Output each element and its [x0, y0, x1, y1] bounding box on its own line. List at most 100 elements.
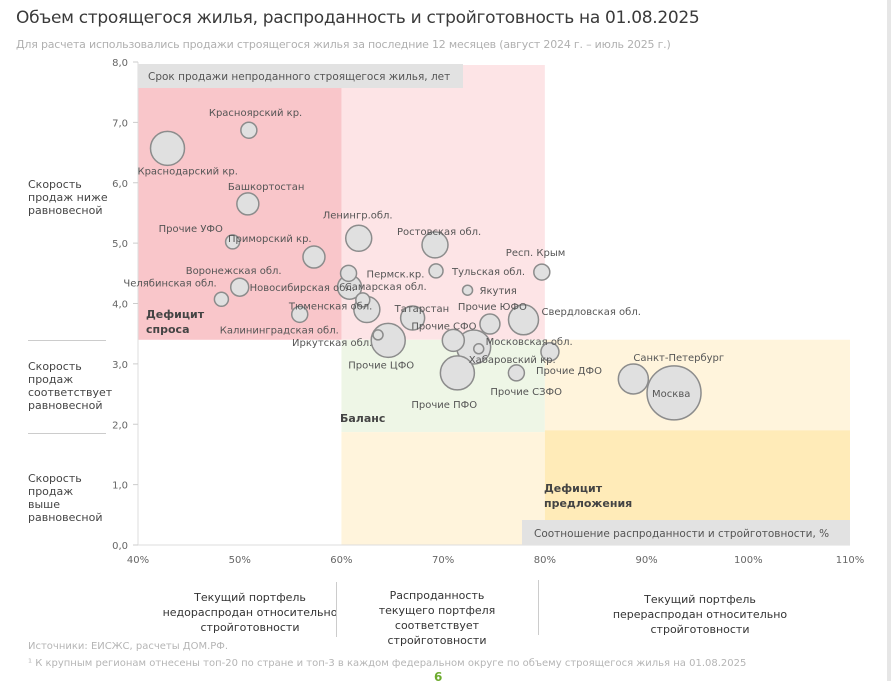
bubble-point — [533, 263, 551, 281]
bubble-label: Прочие ЮФО — [458, 302, 527, 313]
zone-label: Баланс — [340, 412, 385, 425]
bubble-point — [290, 305, 309, 324]
bubble-point — [372, 329, 384, 341]
bubble-point — [213, 291, 230, 308]
y-tick-label: 5,0 — [112, 239, 128, 250]
bubble-label: Новосибирская обл. — [250, 283, 355, 294]
y-tick-label: 2,0 — [112, 420, 128, 431]
x-tick-label: 100% — [734, 555, 763, 566]
bubble-point — [240, 121, 258, 139]
bubble-label: Прочие ПФО — [411, 400, 477, 411]
bubble-point — [339, 264, 358, 283]
y-axis-title: Срок продажи непроданного строящегося жи… — [148, 71, 450, 83]
bubble-label: Прочие ЦФО — [348, 360, 414, 371]
bubble-label: Москва — [652, 389, 690, 400]
bubble-label: Краснодарский кр. — [137, 166, 237, 177]
bubble-label: Ленингр.обл. — [323, 210, 393, 221]
bubble-label: Приморский кр. — [228, 234, 312, 245]
bubble-point — [472, 343, 485, 355]
bubble-label: Свердловская обл. — [541, 307, 640, 318]
x-zone-label-balance: Распроданность текущего портфеля соответ… — [378, 589, 496, 647]
bubble-point — [439, 355, 476, 391]
bubble-point — [461, 284, 474, 296]
bubble-point — [617, 363, 650, 395]
zone-rect — [341, 339, 545, 433]
x-zone-label-under: Текущий портфель недораспродан относител… — [162, 591, 338, 634]
bubble-label: Челябинская обл. — [123, 278, 216, 289]
bubble-label: Пермск.кр. — [367, 269, 425, 280]
bubble-label: Прочие СЗФО — [490, 387, 562, 398]
bubble-point — [441, 328, 466, 353]
x-tick-label: 70% — [432, 555, 454, 566]
bubble-label: Воронежская обл. — [186, 266, 282, 277]
y-tick-label: 0,0 — [112, 541, 128, 552]
bubble-point — [229, 277, 250, 297]
bubble-point — [355, 292, 371, 308]
y-tick-label: 6,0 — [112, 179, 128, 190]
bubble-label: Респ. Крым — [506, 248, 565, 259]
x-zone-label-over: Текущий портфель перераспродан относител… — [612, 593, 788, 636]
x-axis-title: Соотношение распроданности и стройготовн… — [534, 528, 829, 540]
y-tick-label: 7,0 — [112, 118, 128, 129]
x-tick-label: 40% — [127, 555, 149, 566]
bubble-point — [224, 234, 241, 250]
y-zone-label-equal: Скорость продаж соответствует равновесно… — [28, 360, 113, 412]
bubble-point — [646, 365, 702, 421]
bubble-label: Башкортостан — [228, 182, 305, 193]
x-zone-separator — [538, 580, 539, 635]
bubble-label: Хабаровский кр. — [469, 355, 556, 366]
y-tick-label: 4,0 — [112, 300, 128, 311]
bubble-label: Калининградская обл. — [220, 325, 339, 336]
x-tick-label: 60% — [330, 555, 352, 566]
x-tick-label: 80% — [534, 555, 556, 566]
bubble-point — [149, 130, 186, 167]
x-axis-title-box — [522, 520, 850, 545]
page-subtitle: Для расчета использовались продажи строя… — [16, 38, 671, 51]
zone-rect — [138, 86, 342, 340]
bubble-point — [399, 305, 426, 331]
bubble-point — [507, 304, 540, 336]
bubble-point — [302, 245, 326, 269]
page-title: Объем строящегося жилья, распроданность … — [16, 8, 700, 28]
bubble-point — [428, 263, 444, 279]
bubble-label: Санкт-Петербург — [633, 353, 724, 364]
y-zone-label-below: Скорость продаж ниже равновесной — [28, 178, 108, 217]
bubble-label: Московская обл. — [486, 337, 573, 348]
bubble-label: Якутия — [480, 286, 517, 297]
bubble-label: Иркутская обл. — [292, 338, 372, 349]
x-tick-label: 90% — [635, 555, 657, 566]
zone-label: Дефицит — [146, 308, 205, 321]
bubble-label: Самарская обл. — [345, 282, 427, 293]
bubble-label: Прочие СФО — [411, 321, 476, 332]
footnote: ¹ К крупным регионам отнесены топ-20 по … — [28, 658, 747, 669]
x-zone-separator — [336, 582, 337, 637]
bubble-point — [421, 231, 449, 259]
zone-label: предложения — [544, 497, 632, 510]
y-zone-separator — [28, 433, 106, 434]
bubble-point — [344, 224, 373, 253]
bubble-point — [236, 192, 260, 216]
y-zone-label-above: Скорость продаж выше равновесной — [28, 472, 103, 524]
y-zone-separator — [28, 340, 106, 341]
x-tick-label: 50% — [229, 555, 251, 566]
bubble-label: Прочие ДФО — [536, 366, 602, 377]
bubble-label: Татарстан — [394, 304, 450, 315]
bubble-label: Красноярский кр. — [209, 108, 302, 119]
zone-rect — [341, 432, 545, 545]
bubble-label: Прочие УФО — [159, 224, 223, 235]
y-tick-label: 8,0 — [112, 58, 128, 69]
y-tick-label: 1,0 — [112, 481, 128, 492]
sources-note: Источники: ЕИСЖС, расчеты ДОМ.РФ. — [28, 641, 229, 652]
bubble-point — [507, 364, 526, 382]
zone-label: спроса — [146, 323, 190, 336]
scrollbar[interactable] — [887, 0, 891, 681]
page-number: 6 — [434, 670, 443, 684]
bubble-point — [479, 313, 501, 335]
bubble-label: Тюменская обл. — [288, 302, 372, 313]
bubble-label: Тульская обл. — [451, 267, 525, 278]
y-tick-label: 3,0 — [112, 360, 128, 371]
y-axis-title-box — [138, 64, 463, 88]
bubble-point — [540, 342, 560, 362]
zone-label: Дефицит — [544, 482, 603, 495]
